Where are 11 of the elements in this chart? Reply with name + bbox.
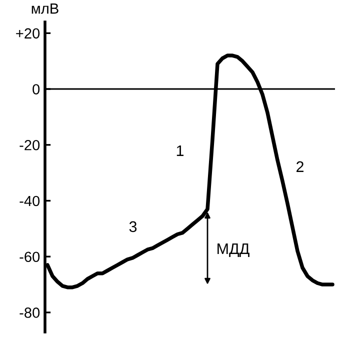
y-tick-label: -60 [20,252,40,262]
y-tick-label: -40 [20,196,40,206]
annotation: 3 [129,221,137,232]
annotation: МДД [218,243,250,257]
y-tick-label: 0 [32,84,40,94]
y-tick-label: -80 [20,308,40,318]
annotation: 2 [296,161,304,172]
y-tick-label: +20 [16,28,40,39]
y-axis-title: млВ [32,4,58,14]
y-tick-label: -20 [20,140,40,150]
annotation: 1 [176,145,184,156]
